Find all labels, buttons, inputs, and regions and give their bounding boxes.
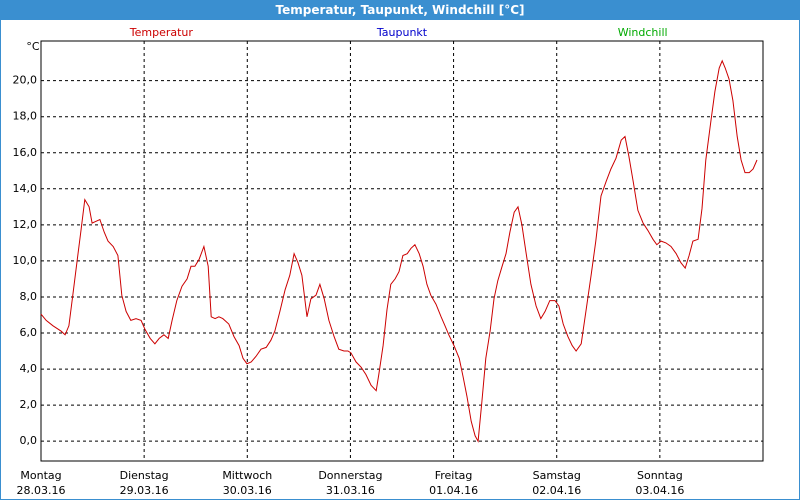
y-tick-label: 14,0 [13,182,38,195]
x-tick-label: Sonntag [637,469,683,482]
x-tick-label: Samstag [533,469,581,482]
x-tick-label: Montag [20,469,61,482]
y-axis-unit: °C [26,40,40,53]
y-tick-label: 6,0 [20,326,38,339]
y-tick-label: 4,0 [20,362,38,375]
x-tick-label: 29.03.16 [120,484,169,497]
x-tick-label: 28.03.16 [17,484,66,497]
legend-entry: Taupunkt [376,26,428,39]
y-tick-label: 18,0 [13,110,38,123]
window-title: Temperatur, Taupunkt, Windchill [°C] [1,1,799,20]
series-line [40,59,758,443]
x-tick-label: 31.03.16 [326,484,375,497]
plot-area [40,40,764,462]
x-tick-label: Mittwoch [222,469,272,482]
y-tick-label: 20,0 [13,74,38,87]
y-tick-label: 12,0 [13,218,38,231]
legend-entry: Temperatur [129,26,194,39]
y-tick-label: 0,0 [20,434,38,447]
x-tick-label: 30.03.16 [223,484,272,497]
x-tick-label: 02.04.16 [532,484,581,497]
x-tick-label: Freitag [435,469,473,482]
x-tick-label: 01.04.16 [429,484,478,497]
y-tick-label: 16,0 [13,146,38,159]
x-tick-label: Donnerstag [318,469,382,482]
x-tick-label: 03.04.16 [635,484,684,497]
x-tick-label: Dienstag [120,469,169,482]
y-tick-label: 2,0 [20,398,38,411]
y-tick-label: 8,0 [20,290,38,303]
legend-entry: Windchill [618,26,668,39]
y-tick-label: 10,0 [13,254,38,267]
